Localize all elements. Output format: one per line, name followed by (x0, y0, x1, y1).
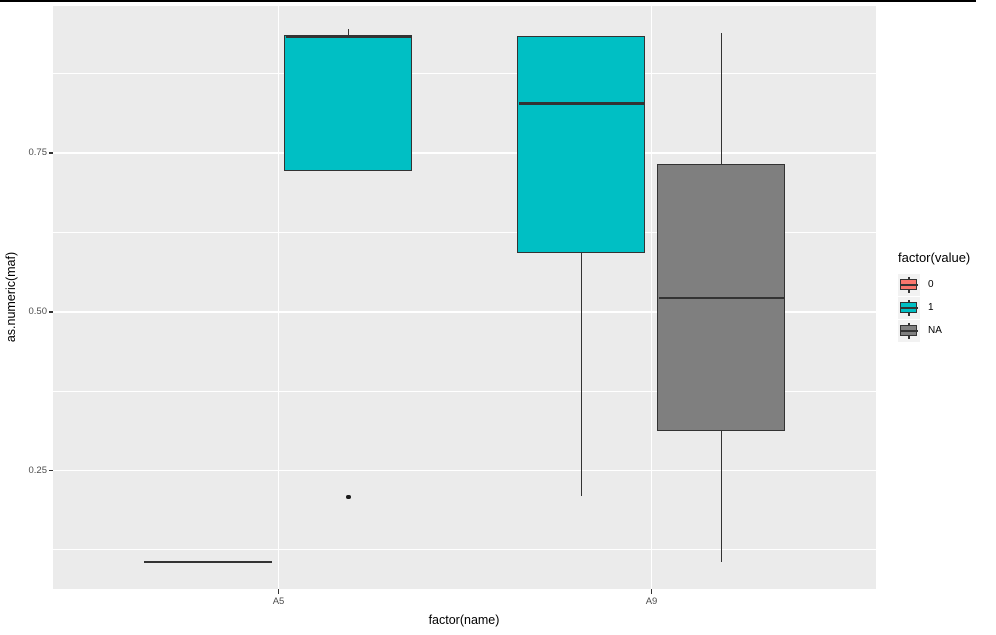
boxplot-lower-whisker (720, 430, 723, 562)
legend: factor(value) 0 1 NA (898, 250, 970, 343)
boxplot-box (284, 34, 413, 172)
legend-item-na: NA (898, 320, 970, 342)
major-gridline-x (650, 6, 653, 589)
legend-label: 1 (928, 302, 934, 313)
legend-label: 0 (928, 279, 934, 290)
x-tick-label: A9 (645, 596, 658, 607)
boxplot-median-line (518, 102, 645, 105)
boxplot-box (517, 36, 646, 253)
outlier-point (346, 494, 351, 500)
boxplot-upper-whisker (347, 29, 350, 37)
x-tick-label: A5 (272, 596, 285, 607)
y-tick-label: 0.75 (28, 147, 48, 158)
y-axis-tick (48, 152, 53, 154)
legend-item-1: 1 (898, 297, 970, 319)
legend-item-0: 0 (898, 274, 970, 296)
legend-title: factor(value) (898, 250, 971, 265)
boxplot-glyph-median (900, 284, 918, 286)
legend-key (898, 297, 920, 319)
boxplot-median-line (285, 35, 412, 38)
window-top-border (0, 0, 976, 2)
boxplot-median-line (658, 296, 785, 299)
major-gridline (53, 311, 876, 313)
y-tick-label: 0.25 (28, 464, 48, 476)
plot-panel (53, 6, 876, 589)
x-axis-title: factor(name) (428, 613, 500, 627)
y-tick-label: 0.50 (28, 305, 48, 317)
minor-gridline (53, 549, 876, 551)
x-axis-tick (277, 589, 280, 594)
boxplot-lower-whisker (580, 252, 583, 496)
minor-gridline (53, 390, 876, 392)
minor-gridline (53, 73, 876, 75)
major-gridline (53, 152, 876, 154)
boxplot-glyph-median (900, 307, 918, 309)
y-axis-tick (48, 311, 53, 313)
minor-gridline (53, 231, 876, 233)
boxplot-glyph-median (900, 330, 918, 332)
major-gridline (53, 469, 876, 472)
legend-key (898, 320, 920, 342)
legend-label: NA (928, 325, 942, 336)
y-axis-title: as.numeric(maf) (4, 251, 18, 343)
x-axis-tick (650, 589, 653, 594)
major-gridline-x (277, 6, 280, 589)
boxplot-upper-whisker (720, 32, 723, 166)
y-axis-tick (48, 469, 53, 472)
boxplot-median-line (145, 560, 272, 564)
legend-key (898, 274, 920, 296)
